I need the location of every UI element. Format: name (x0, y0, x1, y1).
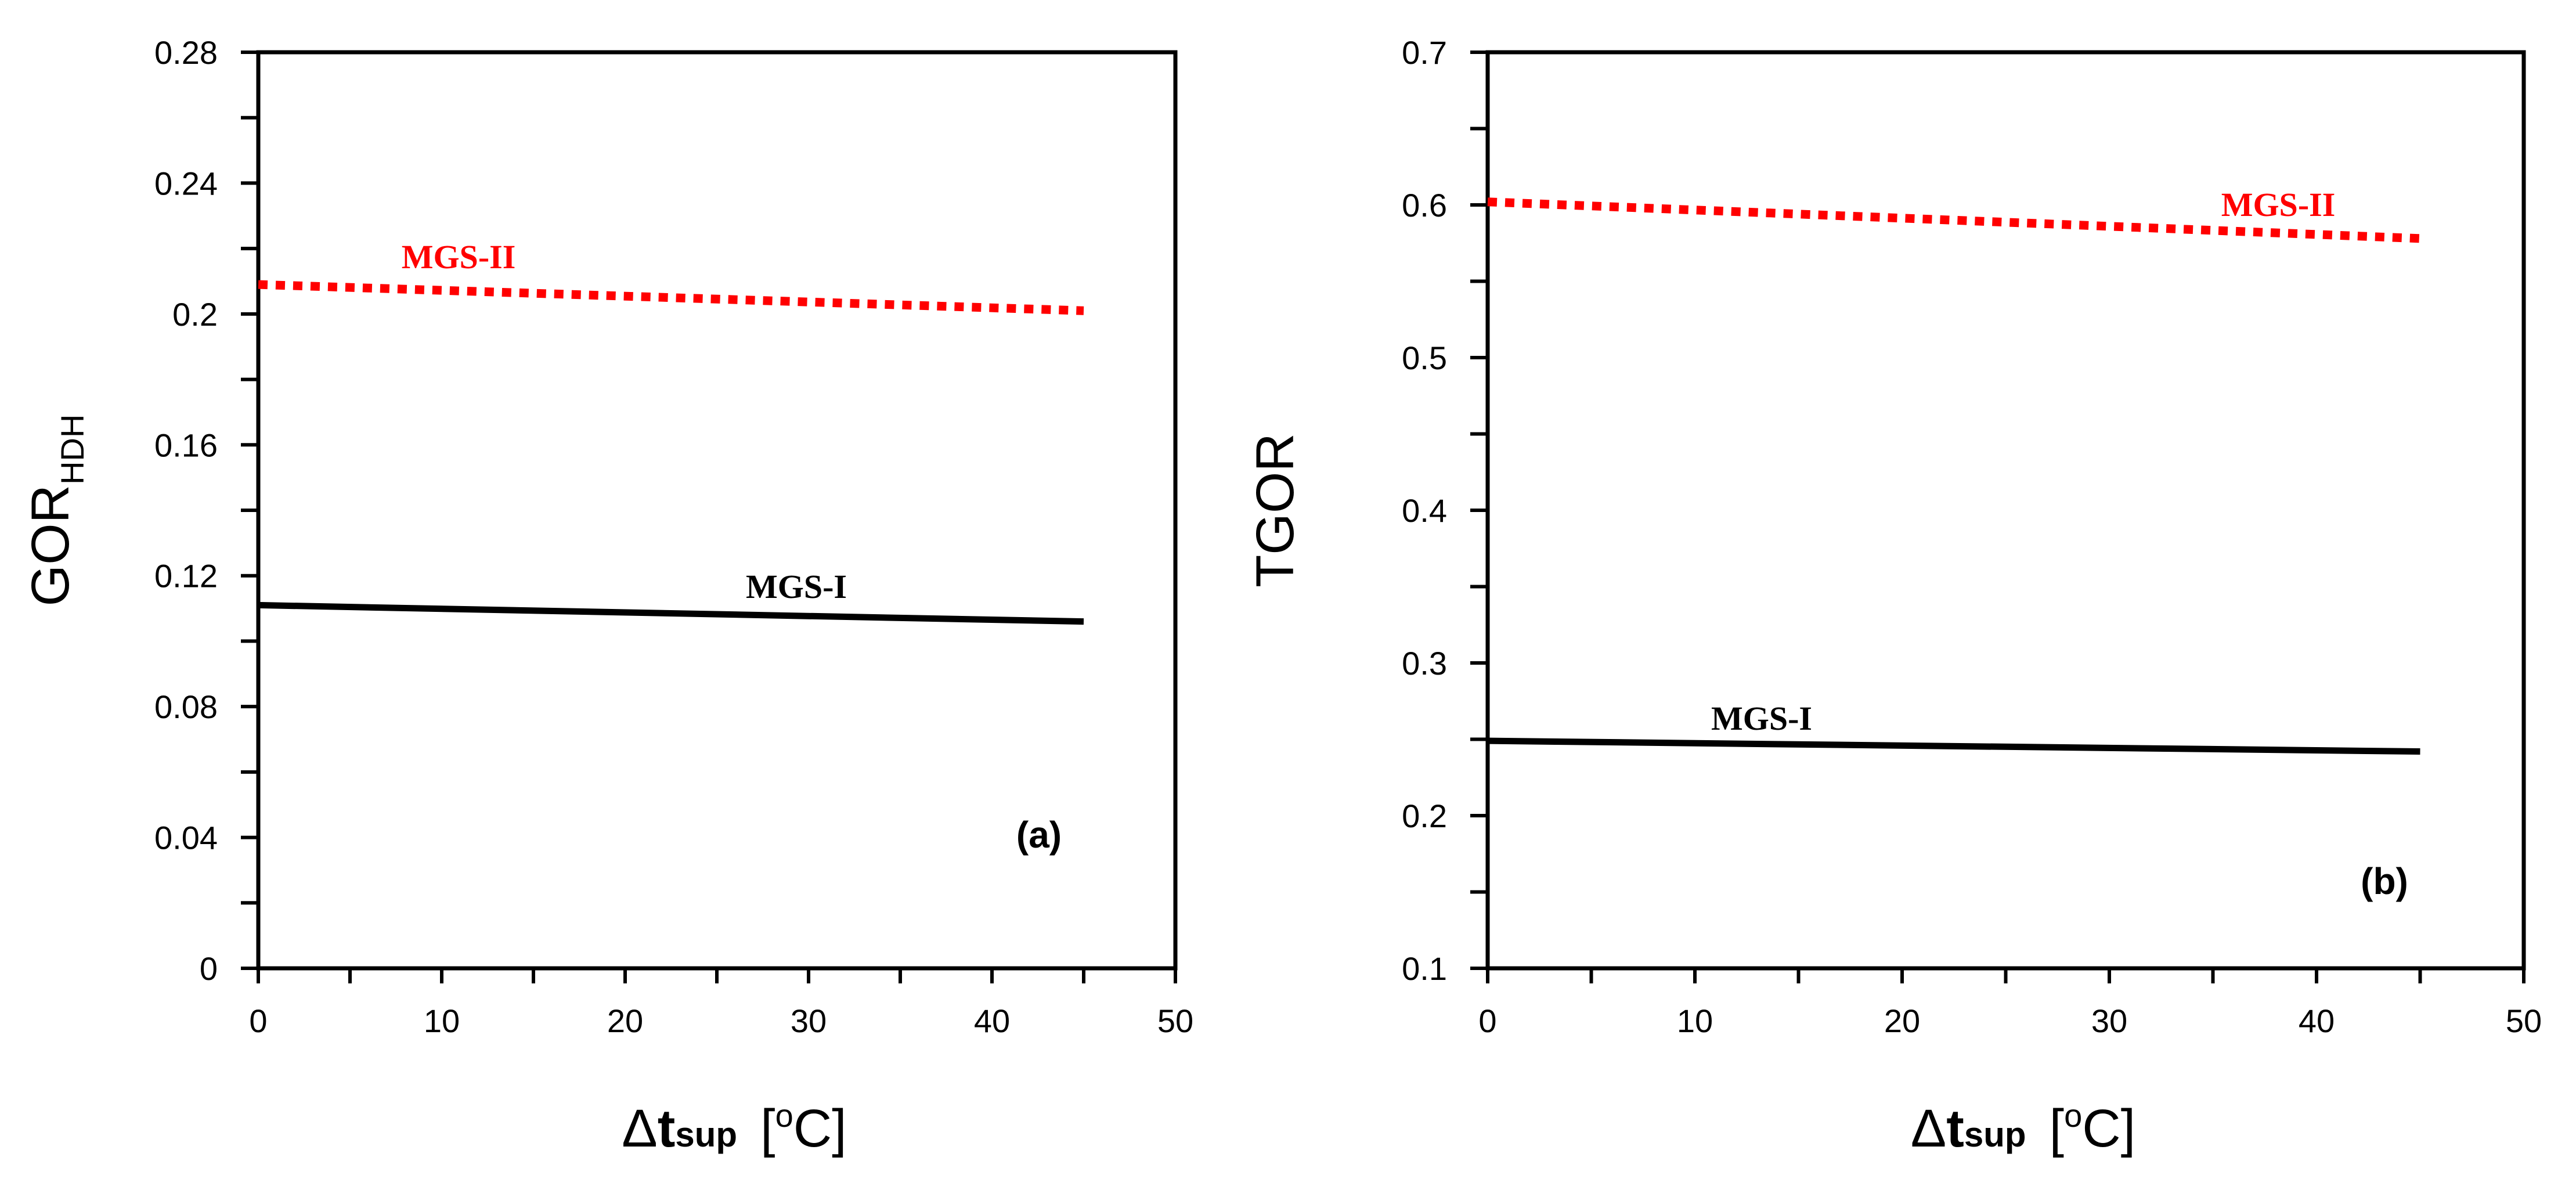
y-tick-label: 0.2 (1402, 798, 1447, 834)
x-tick-label: 30 (791, 1003, 827, 1039)
y-tick-label: 0.3 (1402, 645, 1447, 682)
series-label-mgs-i: MGS-I (746, 568, 847, 605)
chart-panel-b: 0 10 20 30 40 50 0.1 0.2 0.3 0.4 0.5 0.6 0.7 Δtsup [oC… (1246, 34, 2542, 1158)
x-tick-label: 20 (607, 1003, 643, 1039)
x-tick-label: 0 (1478, 1003, 1496, 1039)
x-axis-title-delta: Δ (622, 1099, 657, 1158)
x-axis-title-sub: sup (1964, 1115, 2026, 1154)
y-tick-label: 0.7 (1402, 34, 1447, 71)
series-line-mgs-ii (258, 280, 1084, 315)
y-tick-label: 0.12 (154, 558, 218, 594)
series-label-mgs-ii: MGS-II (402, 238, 516, 276)
series-label-mgs-ii: MGS-II (2221, 186, 2336, 223)
panel-label: (b) (2361, 860, 2408, 902)
panel-label: (a) (1016, 814, 1062, 856)
x-axis-title-bracket: [ (760, 1099, 775, 1158)
y-tick-label: 0.28 (154, 34, 218, 71)
y-axis-title-main: TGOR (1246, 433, 1305, 587)
y-axis-title-main: GOR (21, 485, 80, 607)
y-tick-label: 0.2 (172, 296, 218, 333)
y-axis-title: GORHDH (21, 414, 91, 607)
y-tick-label: 0.5 (1402, 340, 1447, 376)
y-axis-title-sub: HDH (54, 414, 91, 485)
x-tick-label: 50 (1157, 1003, 1193, 1039)
y-axis-title: TGOR (1246, 433, 1305, 587)
y-tick-label: 0.24 (154, 165, 218, 201)
y-tick-label: 0.1 (1402, 950, 1447, 987)
x-tick-label: 10 (424, 1003, 460, 1039)
series-label-mgs-i: MGS-I (1711, 700, 1812, 737)
x-tick-label: 40 (2299, 1003, 2335, 1039)
x-axis-title-degree: o (775, 1097, 793, 1134)
x-axis-title-bracket: [ (2050, 1099, 2065, 1158)
y-tick-label: 0.16 (154, 427, 218, 463)
x-axis-title-unit: C] (2082, 1099, 2135, 1158)
x-tick-label: 0 (249, 1003, 267, 1039)
x-tick-label: 20 (1884, 1003, 1920, 1039)
series-line-mgs-i (258, 601, 1084, 625)
x-tick-label: 40 (974, 1003, 1010, 1039)
series-line-mgs-i (1487, 737, 2420, 755)
x-axis-title: Δtsup [oC] (1911, 1097, 2135, 1158)
x-axis-title-delta: Δ (1911, 1099, 1946, 1158)
y-tick-label: 0.08 (154, 688, 218, 725)
x-axis-title-unit: C] (793, 1099, 847, 1158)
y-tick-label: 0.6 (1402, 187, 1447, 223)
x-tick-label: 10 (1677, 1003, 1713, 1039)
plot-frame (1485, 50, 2526, 971)
x-axis-title-t: t (658, 1099, 676, 1158)
y-tick-label: 0.04 (154, 820, 218, 856)
x-axis-title: Δtsup [oC] (622, 1097, 846, 1158)
x-axis-title-degree: o (2064, 1097, 2082, 1134)
x-axis-title-t: t (1946, 1099, 1964, 1158)
x-tick-label: 50 (2506, 1003, 2542, 1039)
chart-panel-a: 0 10 20 30 40 50 0 0.04 0.08 0.12 0.16 0.2 0.24 0.28 Δ… (21, 34, 1193, 1158)
y-tick-label: 0 (200, 950, 218, 987)
x-tick-label: 30 (2091, 1003, 2127, 1039)
x-axis-title-sub: sup (675, 1115, 737, 1154)
y-tick-label: 0.4 (1402, 492, 1447, 529)
